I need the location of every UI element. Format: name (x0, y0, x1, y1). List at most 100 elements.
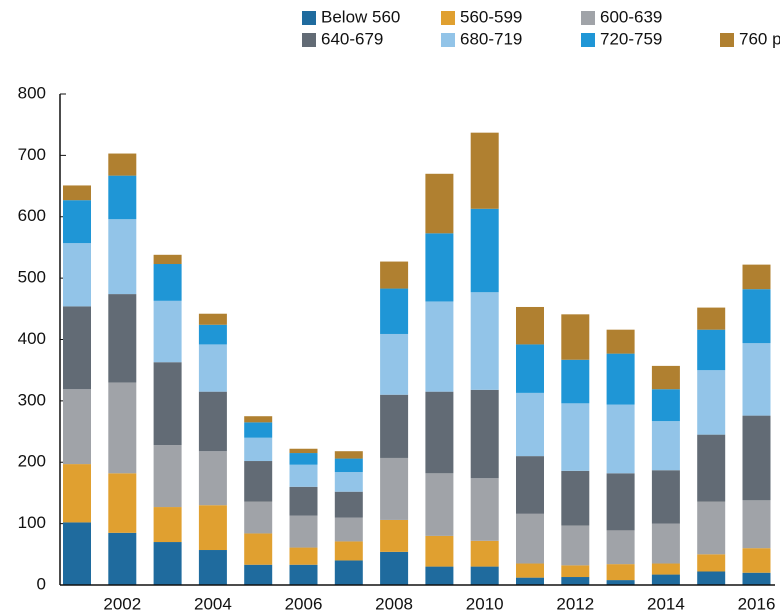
legend-swatch (441, 33, 455, 47)
legend-label: 640-679 (321, 29, 383, 48)
bar-segment (425, 233, 454, 302)
bar-segment (742, 264, 771, 290)
bar-segment (63, 243, 91, 307)
legend-label: Below 560 (321, 7, 400, 26)
bar-segment (108, 219, 137, 295)
bar-segment (470, 540, 499, 567)
bar-segment (244, 564, 273, 585)
bar-segment (651, 574, 680, 585)
y-tick-label: 200 (18, 452, 46, 471)
bar-segment (742, 572, 771, 585)
y-tick-label: 800 (18, 83, 46, 102)
bar-segment (289, 448, 318, 454)
bar-segment (334, 560, 363, 585)
y-tick-label: 500 (18, 268, 46, 287)
y-tick-label: 100 (18, 513, 46, 532)
bar-segment (470, 208, 499, 293)
legend-swatch (441, 11, 455, 25)
bar-segment (244, 416, 273, 423)
y-tick-label: 400 (18, 329, 46, 348)
bar-segment (108, 175, 137, 220)
bar-segment (380, 457, 409, 520)
bar-segment (380, 519, 409, 552)
bar-segment (198, 324, 227, 345)
bar-segment (289, 453, 318, 465)
x-tick-label: 2006 (285, 594, 323, 613)
bar-segment (153, 507, 182, 543)
x-tick-label: 2008 (375, 594, 413, 613)
bar-segment (470, 292, 499, 390)
bar-segment (153, 264, 182, 301)
bar-segment (697, 329, 726, 371)
legend-label: 560-599 (460, 7, 522, 26)
bar-segment (425, 566, 454, 585)
x-tick-label: 2002 (103, 594, 141, 613)
bar-segment (606, 564, 635, 581)
bar-segment (153, 542, 182, 585)
bar-segment (561, 525, 590, 566)
bar-segment (108, 153, 137, 176)
legend-label: 600-639 (600, 7, 662, 26)
bar-segment (63, 464, 91, 523)
y-tick-label: 700 (18, 145, 46, 164)
x-tick-label: 2010 (466, 594, 504, 613)
legend-swatch (581, 33, 595, 47)
bar-segment (63, 522, 91, 585)
bar-segment (651, 470, 680, 524)
bar-segment (425, 391, 454, 474)
y-tick-label: 600 (18, 206, 46, 225)
bar-segment (63, 200, 91, 244)
bar-segment (516, 577, 544, 585)
bar-segment (516, 513, 544, 564)
bar-segment (289, 464, 318, 487)
bar-segment (742, 343, 771, 416)
bar-segment (289, 515, 318, 548)
bar-segment (470, 478, 499, 541)
bar-segment (108, 294, 137, 383)
bar-segment (470, 389, 499, 479)
bar-segment (334, 517, 363, 542)
x-tick-label: 2012 (556, 594, 594, 613)
bar-segment (380, 261, 409, 289)
y-tick-label: 300 (18, 390, 46, 409)
bar-segment (198, 505, 227, 551)
bar-segment (516, 344, 544, 393)
bar-segment (108, 382, 137, 474)
bar-segment (244, 533, 273, 565)
bar-segment (516, 563, 544, 578)
bar-segment (742, 500, 771, 549)
bar-segment (63, 185, 91, 201)
legend-swatch (720, 33, 734, 47)
bar-segment (697, 501, 726, 555)
bar-segment (697, 307, 726, 330)
bar-segment (651, 421, 680, 471)
legend-swatch (302, 33, 316, 47)
bar-segment (289, 547, 318, 565)
bar-segment (244, 461, 273, 502)
bar-segment (380, 551, 409, 585)
legend-label: 760 plus (739, 29, 780, 48)
bar-segment (334, 541, 363, 561)
y-tick-label: 0 (37, 574, 46, 593)
bar-segment (651, 523, 680, 564)
bar-segment (380, 333, 409, 395)
bar-segment (63, 306, 91, 390)
bar-segment (651, 563, 680, 575)
x-tick-label: 2004 (194, 594, 232, 613)
bar-segment (606, 329, 635, 354)
bar-segment (561, 403, 590, 471)
bar-segment (244, 437, 273, 462)
bar-segment (334, 472, 363, 492)
bar-segment (380, 394, 409, 458)
bar-segment (561, 565, 590, 578)
bar-segment (425, 301, 454, 392)
bar-segment (606, 473, 635, 531)
bar-segment (561, 359, 590, 404)
bar-segment (697, 370, 726, 435)
bar-segment (606, 530, 635, 565)
bar-segment (153, 362, 182, 446)
bar-segment (697, 434, 726, 502)
legend-swatch (581, 11, 595, 25)
bar-segment (561, 314, 590, 360)
